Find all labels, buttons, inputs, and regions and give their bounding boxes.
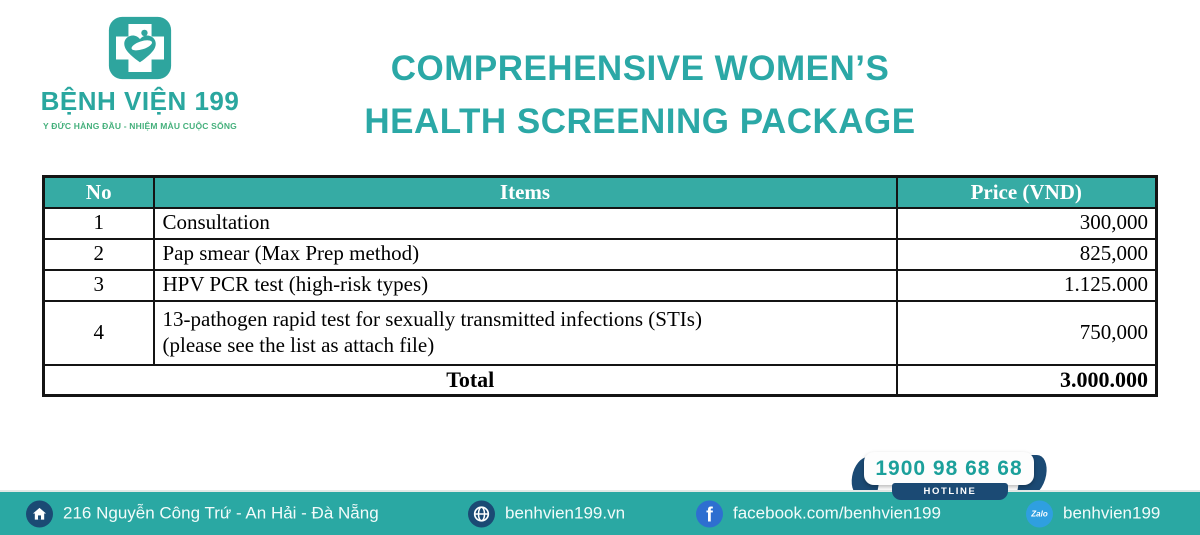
row-no: 4 (42, 299, 155, 366)
hotline-number-pill: 1900 98 68 68 (864, 452, 1034, 485)
page-title-line2: HEALTH SCREENING PACKAGE (364, 102, 916, 141)
row-item: Consultation (152, 206, 898, 240)
header-no: No (42, 175, 155, 209)
row-price: 300,000 (895, 206, 1158, 240)
header-items: Items (152, 175, 898, 209)
table-row: 3 HPV PCR test (high-risk types) 1.125.0… (42, 268, 1158, 302)
header-price: Price (VND) (895, 175, 1158, 209)
table-total-row: Total 3.000.000 (42, 363, 1158, 397)
zalo-icon: Zalo (1026, 500, 1053, 527)
hotline-label: HOTLINE (892, 483, 1008, 500)
medical-cross-heart-leaf-icon (108, 16, 172, 80)
row-price: 750,000 (895, 299, 1158, 366)
hospital-name: BỆNH VIỆN 199 (40, 86, 240, 116)
footer-zalo[interactable]: Zalo benhvien199 (1026, 500, 1160, 527)
total-price: 3.000.000 (895, 363, 1158, 397)
page-title-line1: COMPREHENSIVE WOMEN’S (390, 49, 890, 88)
row-no: 1 (42, 206, 155, 240)
footer-facebook[interactable]: f facebook.com/benhvien199 (696, 500, 941, 527)
footer-website[interactable]: benhvien199.vn (468, 500, 625, 527)
footer-zalo-text[interactable]: benhvien199 (1063, 503, 1161, 523)
row-price: 1.125.000 (895, 268, 1158, 302)
zalo-wordmark: Zalo (1031, 509, 1048, 518)
row-no: 3 (42, 268, 155, 302)
hospital-logo: BỆNH VIỆN 199 Y ĐỨC HÀNG ĐẦU - NHIỆM MÀU… (38, 16, 242, 131)
page-title: COMPREHENSIVE WOMEN’S HEALTH SCREENING P… (290, 42, 990, 148)
facebook-icon: f (696, 500, 723, 527)
hotline-number: 1900 98 68 68 (875, 456, 1023, 480)
row-item: HPV PCR test (high-risk types) (152, 268, 898, 302)
table-row: 4 13-pathogen rapid test for sexually tr… (42, 299, 1158, 366)
footer-contact-bar: 216 Nguyễn Công Trứ - An Hải - Đà Nẵng b… (0, 490, 1200, 535)
table-row: 2 Pap smear (Max Prep method) 825,000 (42, 237, 1158, 271)
total-label: Total (42, 363, 898, 397)
home-icon (26, 500, 53, 527)
row-item-line1: 13-pathogen rapid test for sexually tran… (162, 307, 702, 332)
row-item-line2: (please see the list as attach file) (162, 332, 435, 357)
footer-address: 216 Nguyễn Công Trứ - An Hải - Đà Nẵng (26, 500, 379, 527)
footer-website-text[interactable]: benhvien199.vn (505, 503, 626, 523)
row-item: Pap smear (Max Prep method) (152, 237, 898, 271)
facebook-f-glyph: f (706, 504, 713, 526)
table-header-row: No Items Price (VND) (42, 175, 1158, 209)
footer-address-text: 216 Nguyễn Công Trứ - An Hải - Đà Nẵng (63, 503, 379, 523)
row-price: 825,000 (895, 237, 1158, 271)
footer-facebook-text[interactable]: facebook.com/benhvien199 (733, 503, 941, 523)
globe-icon (468, 500, 495, 527)
row-no: 2 (42, 237, 155, 271)
hotline-badge: 1900 98 68 68 HOTLINE (848, 452, 1050, 502)
table-row: 1 Consultation 300,000 (42, 206, 1158, 240)
pricing-table: No Items Price (VND) 1 Consultation 300,… (42, 175, 1158, 397)
row-item: 13-pathogen rapid test for sexually tran… (152, 299, 898, 366)
hospital-tagline: Y ĐỨC HÀNG ĐẦU - NHIỆM MÀU CUỘC SỐNG (42, 121, 237, 131)
